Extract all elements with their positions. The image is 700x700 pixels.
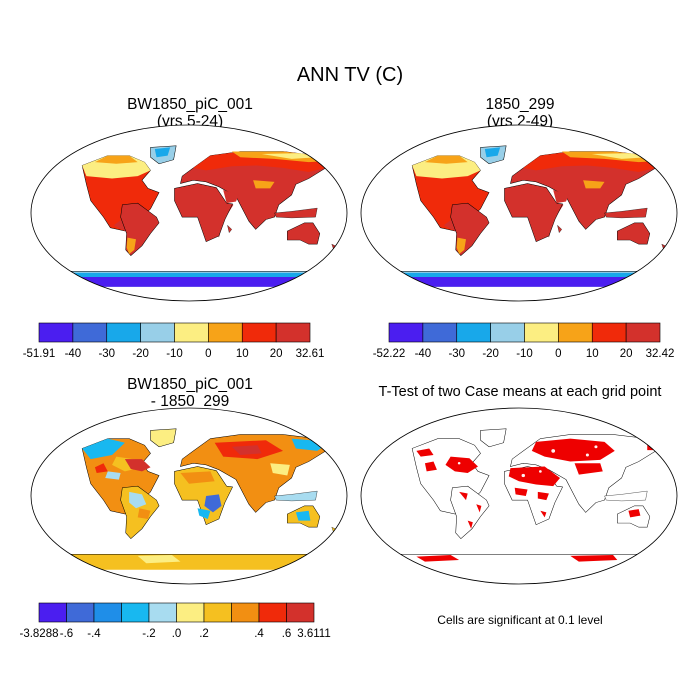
colorbar-2-label: 32.42 — [646, 348, 675, 360]
colorbar-2-label: -40 — [415, 348, 432, 360]
colorbar-3-label: -.2 — [142, 628, 155, 640]
colorbar-3-label: -.6 — [60, 628, 73, 640]
colorbar-3-label: -3.8288 — [19, 628, 58, 640]
map-2 — [360, 124, 678, 302]
colorbar-3-swatch — [148, 602, 177, 623]
colorbar-3-swatch — [258, 602, 287, 623]
colorbar-3-label: .0 — [172, 628, 182, 640]
colorbar-3-label: -.4 — [87, 628, 101, 640]
colorbar-3-swatch — [203, 602, 232, 623]
colorbar-1-label: 20 — [270, 348, 283, 360]
colorbar-1-swatch — [208, 322, 243, 343]
colorbar-1-swatch — [72, 322, 108, 343]
colorbar-3-swatch — [66, 602, 95, 623]
map-2-border — [360, 124, 678, 302]
colorbar-3-swatch — [121, 602, 150, 623]
map-3 — [30, 407, 348, 585]
map-4-border — [360, 407, 678, 585]
colorbar-1-label: -40 — [65, 348, 82, 360]
colorbar-1-label: 10 — [236, 348, 249, 360]
colorbar-1-label: 0 — [205, 348, 211, 360]
colorbar-1-label: -30 — [98, 348, 115, 360]
colorbar-3-swatch — [176, 602, 205, 623]
colorbar-2-swatch — [388, 322, 424, 343]
colorbar-2-swatch — [490, 322, 525, 343]
colorbar-3-swatch — [231, 602, 260, 623]
colorbar-2-label: 20 — [620, 348, 633, 360]
figure-title: ANN TV (C) — [296, 64, 404, 86]
colorbar-2-label: -30 — [448, 348, 465, 360]
colorbar-2-swatch — [625, 322, 661, 343]
colorbar-2-label: -52.22 — [373, 348, 406, 360]
colorbar-2-label: 0 — [555, 348, 561, 360]
colorbar-3: -3.8288 -.6 -.4 -.2 .0 .2 .4 .6 3.6111 — [19, 602, 331, 640]
panel-4-title: T-Test of two Case means at each grid po… — [340, 384, 700, 401]
panel-4-title-line1: T-Test of two Case means at each grid po… — [378, 384, 662, 400]
colorbar-3-swatch — [286, 602, 315, 623]
colorbar-3-label: .2 — [199, 628, 209, 640]
colorbar-1-swatch — [140, 322, 175, 343]
colorbar-1-swatch — [275, 322, 311, 343]
colorbar-2-swatch — [591, 322, 627, 343]
map-3-border — [30, 407, 348, 585]
colorbar-3-swatch — [38, 602, 67, 623]
colorbar-2: -52.22 -40 -30 -20 -10 0 10 20 32.42 — [373, 322, 675, 360]
colorbar-3-label: .4 — [254, 628, 264, 640]
map-1 — [30, 124, 348, 302]
panel-3-title-line1: BW1850_piC_001 — [127, 376, 253, 393]
colorbar-1: -51.91 -40 -30 -20 -10 0 10 20 32.61 — [23, 322, 325, 360]
colorbar-1-label: -10 — [166, 348, 183, 360]
colorbar-2-swatch — [558, 322, 593, 343]
colorbar-2-label: 10 — [586, 348, 599, 360]
map-4 — [360, 407, 678, 585]
panel-2-title-line1: 1850_299 — [485, 96, 555, 113]
colorbar-2-swatch — [422, 322, 458, 343]
panel-1-title-line1: BW1850_piC_001 — [127, 96, 253, 113]
colorbar-1-swatch — [106, 322, 141, 343]
colorbar-3-label: .6 — [282, 628, 292, 640]
colorbar-2-label: -10 — [516, 348, 533, 360]
colorbar-1-swatch — [38, 322, 74, 343]
colorbar-1-swatch — [174, 322, 209, 343]
colorbar-1-label: 32.61 — [296, 348, 325, 360]
colorbar-2-swatch — [524, 322, 559, 343]
map-1-border — [30, 124, 348, 302]
colorbar-2-label: -20 — [482, 348, 499, 360]
panel-3-title-line2: - 1850_299 — [150, 393, 230, 410]
colorbar-2-swatch — [456, 322, 491, 343]
panel-3-title: BW1850_piC_001 - 1850_299 — [30, 376, 350, 410]
colorbar-1-label: -20 — [132, 348, 149, 360]
colorbar-1-swatch — [241, 322, 277, 343]
colorbar-3-label: 3.6111 — [297, 628, 330, 640]
colorbar-3-swatch — [93, 602, 122, 623]
colorbar-1-label: -51.91 — [23, 348, 56, 360]
significance-note: Cells are significant at 0.1 level — [437, 613, 603, 627]
